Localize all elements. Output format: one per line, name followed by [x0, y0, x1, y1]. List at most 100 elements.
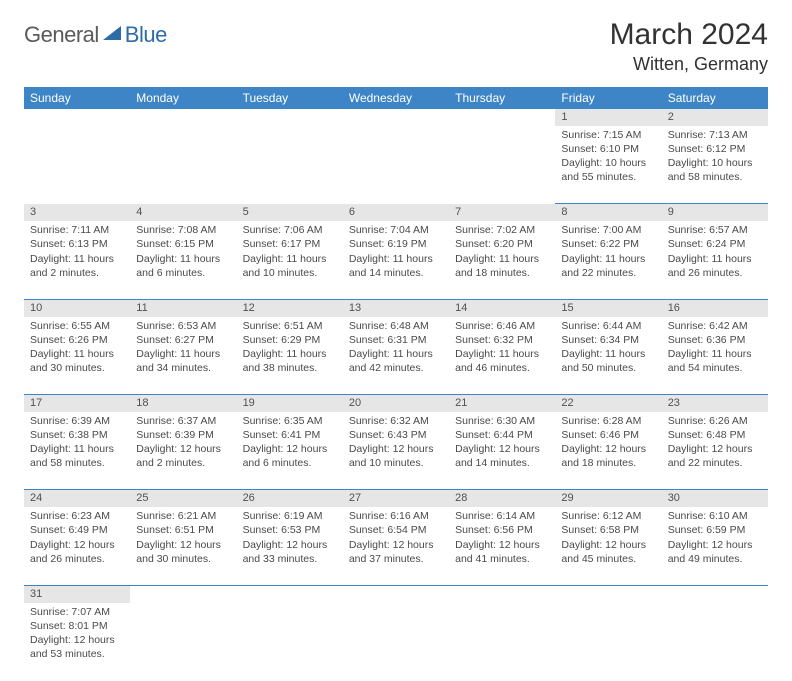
day-ss: Sunset: 6:20 PM — [455, 237, 549, 251]
day-number-cell: 1 — [555, 109, 661, 126]
day-d2: and 58 minutes. — [668, 170, 762, 184]
day-sr: Sunrise: 7:11 AM — [30, 223, 124, 237]
header: General Blue March 2024 Witten, Germany — [24, 18, 768, 75]
day-number-cell: 15 — [555, 299, 661, 316]
day-sr: Sunrise: 6:51 AM — [243, 319, 337, 333]
day-number-cell — [130, 109, 236, 126]
day-d2: and 46 minutes. — [455, 361, 549, 375]
month-title: March 2024 — [610, 18, 768, 52]
day-d2: and 49 minutes. — [668, 552, 762, 566]
day-d2: and 6 minutes. — [243, 456, 337, 470]
day-sr: Sunrise: 6:44 AM — [561, 319, 655, 333]
day-info-row: Sunrise: 6:23 AMSunset: 6:49 PMDaylight:… — [24, 507, 768, 585]
day-d1: Daylight: 11 hours — [136, 347, 230, 361]
day-header: Wednesday — [343, 87, 449, 109]
day-info-cell — [237, 603, 343, 681]
day-number: 29 — [561, 492, 573, 504]
day-number: 6 — [349, 206, 355, 218]
day-ss: Sunset: 8:01 PM — [30, 619, 124, 633]
day-info-cell: Sunrise: 6:28 AMSunset: 6:46 PMDaylight:… — [555, 412, 661, 490]
day-number-cell: 21 — [449, 395, 555, 412]
day-info-cell: Sunrise: 6:12 AMSunset: 6:58 PMDaylight:… — [555, 507, 661, 585]
day-sr: Sunrise: 6:21 AM — [136, 509, 230, 523]
day-info-cell: Sunrise: 6:19 AMSunset: 6:53 PMDaylight:… — [237, 507, 343, 585]
day-number: 10 — [30, 302, 42, 314]
day-number: 13 — [349, 302, 361, 314]
day-number-cell — [662, 585, 768, 602]
day-d1: Daylight: 11 hours — [30, 252, 124, 266]
day-d1: Daylight: 12 hours — [561, 442, 655, 456]
day-ss: Sunset: 6:48 PM — [668, 428, 762, 442]
day-number-cell: 26 — [237, 490, 343, 507]
day-info-cell: Sunrise: 7:13 AMSunset: 6:12 PMDaylight:… — [662, 126, 768, 204]
day-ss: Sunset: 6:15 PM — [136, 237, 230, 251]
day-sr: Sunrise: 6:26 AM — [668, 414, 762, 428]
day-info-cell — [449, 603, 555, 681]
day-d1: Daylight: 11 hours — [668, 347, 762, 361]
day-ss: Sunset: 6:44 PM — [455, 428, 549, 442]
day-d2: and 18 minutes. — [561, 456, 655, 470]
day-d2: and 33 minutes. — [243, 552, 337, 566]
day-header: Saturday — [662, 87, 768, 109]
day-number-cell: 7 — [449, 204, 555, 221]
day-number: 22 — [561, 397, 573, 409]
day-info-row: Sunrise: 7:07 AMSunset: 8:01 PMDaylight:… — [24, 603, 768, 681]
day-d1: Daylight: 12 hours — [30, 633, 124, 647]
day-sr: Sunrise: 7:08 AM — [136, 223, 230, 237]
day-number-cell: 12 — [237, 299, 343, 316]
day-info-cell: Sunrise: 6:46 AMSunset: 6:32 PMDaylight:… — [449, 317, 555, 395]
day-sr: Sunrise: 6:10 AM — [668, 509, 762, 523]
day-sr: Sunrise: 7:15 AM — [561, 128, 655, 142]
day-number: 26 — [243, 492, 255, 504]
day-info-cell: Sunrise: 7:07 AMSunset: 8:01 PMDaylight:… — [24, 603, 130, 681]
day-sr: Sunrise: 6:16 AM — [349, 509, 443, 523]
day-number-cell: 14 — [449, 299, 555, 316]
day-number-cell: 10 — [24, 299, 130, 316]
day-d1: Daylight: 11 hours — [455, 347, 549, 361]
day-d1: Daylight: 12 hours — [243, 538, 337, 552]
day-d2: and 37 minutes. — [349, 552, 443, 566]
day-number-cell — [449, 109, 555, 126]
day-number-cell — [555, 585, 661, 602]
day-d2: and 45 minutes. — [561, 552, 655, 566]
day-info-cell: Sunrise: 6:35 AMSunset: 6:41 PMDaylight:… — [237, 412, 343, 490]
day-info-cell: Sunrise: 6:10 AMSunset: 6:59 PMDaylight:… — [662, 507, 768, 585]
day-sr: Sunrise: 7:04 AM — [349, 223, 443, 237]
day-number-cell: 27 — [343, 490, 449, 507]
day-ss: Sunset: 6:27 PM — [136, 333, 230, 347]
day-d1: Daylight: 11 hours — [243, 347, 337, 361]
day-info-cell: Sunrise: 6:48 AMSunset: 6:31 PMDaylight:… — [343, 317, 449, 395]
day-d2: and 55 minutes. — [561, 170, 655, 184]
day-number: 23 — [668, 397, 680, 409]
day-ss: Sunset: 6:54 PM — [349, 523, 443, 537]
day-d2: and 53 minutes. — [30, 647, 124, 661]
day-ss: Sunset: 6:38 PM — [30, 428, 124, 442]
day-info-cell — [662, 603, 768, 681]
day-ss: Sunset: 6:43 PM — [349, 428, 443, 442]
day-sr: Sunrise: 6:39 AM — [30, 414, 124, 428]
day-d2: and 38 minutes. — [243, 361, 337, 375]
day-sr: Sunrise: 6:35 AM — [243, 414, 337, 428]
day-number: 19 — [243, 397, 255, 409]
day-info-cell: Sunrise: 6:23 AMSunset: 6:49 PMDaylight:… — [24, 507, 130, 585]
day-ss: Sunset: 6:19 PM — [349, 237, 443, 251]
day-d2: and 2 minutes. — [30, 266, 124, 280]
day-info-cell: Sunrise: 6:21 AMSunset: 6:51 PMDaylight:… — [130, 507, 236, 585]
day-d1: Daylight: 12 hours — [349, 538, 443, 552]
day-ss: Sunset: 6:46 PM — [561, 428, 655, 442]
day-number: 15 — [561, 302, 573, 314]
day-number: 27 — [349, 492, 361, 504]
day-ss: Sunset: 6:12 PM — [668, 142, 762, 156]
day-number: 11 — [136, 302, 147, 314]
day-info-cell: Sunrise: 6:30 AMSunset: 6:44 PMDaylight:… — [449, 412, 555, 490]
day-number: 5 — [243, 206, 249, 218]
day-number: 28 — [455, 492, 467, 504]
day-number: 30 — [668, 492, 680, 504]
day-number-cell: 5 — [237, 204, 343, 221]
day-info-cell: Sunrise: 6:32 AMSunset: 6:43 PMDaylight:… — [343, 412, 449, 490]
day-number-cell: 24 — [24, 490, 130, 507]
day-d2: and 54 minutes. — [668, 361, 762, 375]
day-d1: Daylight: 11 hours — [668, 252, 762, 266]
day-info-cell — [130, 126, 236, 204]
day-ss: Sunset: 6:39 PM — [136, 428, 230, 442]
